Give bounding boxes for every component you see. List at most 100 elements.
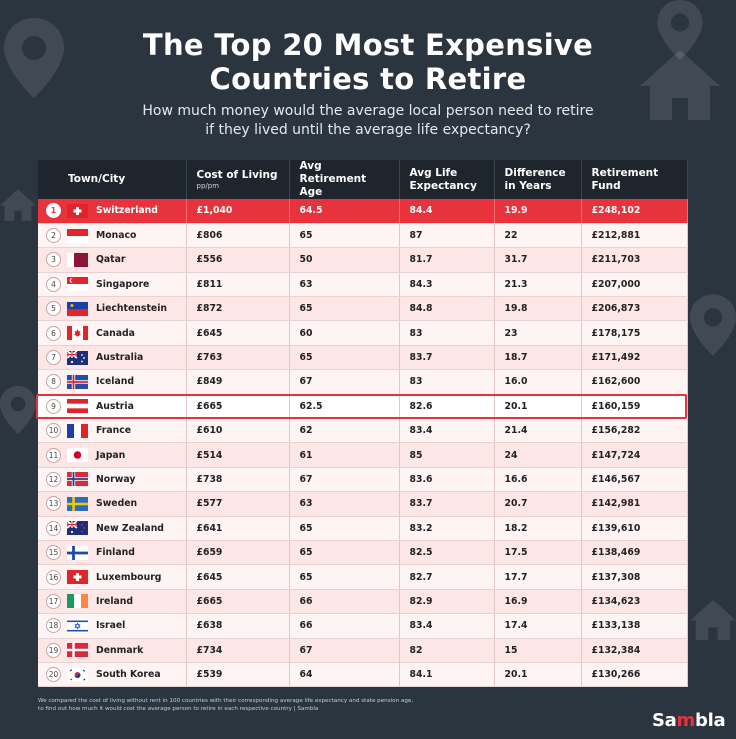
country-name: Denmark [96,644,144,656]
column-header-label: Avg Retirement Age [299,160,367,198]
retirement-age-cell: 67 [289,638,400,663]
table-row: 3 Qatar £556 50 81.7 31.7 £211,703 [38,247,688,273]
column-header: Retirement Fund [581,160,688,199]
house-icon [690,599,736,641]
life-expectancy-cell: 82 [399,638,495,663]
retirement-age-cell: 65 [289,516,400,541]
country-cell: 7 Australia [38,345,187,371]
country-name: Norway [96,473,136,485]
cost-of-living-cell: £514 [186,442,290,468]
france-flag-icon [67,423,88,438]
life-expectancy-cell: 83.2 [399,516,495,541]
table-row: 7 Australia £763 65 83.7 18.7 £171,492 [38,345,688,371]
difference-cell: 16.9 [494,589,582,615]
map-pin-icon [657,0,703,60]
retirement-fund-cell: £207,000 [581,272,688,298]
retirement-fund-cell: £139,610 [581,516,688,541]
qatar-flag-icon [67,252,88,267]
country-name: Luxembourg [96,571,162,583]
retirement-age-cell: 63 [289,272,400,298]
luxembourg-flag-icon [67,570,88,585]
column-header-label: Cost of Living [196,168,278,181]
country-name: France [96,425,132,437]
monaco-flag-icon [67,228,88,243]
table-header: Town/City Cost of Living pp/pm Avg Retireme… [38,160,688,199]
switzerland-flag-icon [67,203,88,218]
cost-of-living-cell: £641 [186,516,290,541]
life-expectancy-cell: 82.7 [399,564,495,590]
country-name: Switzerland [96,205,158,217]
retirement-age-cell: 64 [289,662,400,688]
rank-badge: 4 [46,276,61,292]
cost-of-living-cell: £811 [186,272,290,298]
life-expectancy-cell: 83.6 [399,467,495,493]
rank-badge: 10 [46,423,61,439]
page-subtitle: How much money would the average local p… [0,102,736,140]
cost-of-living-cell: £806 [186,223,290,249]
table-row: 18 Israel £638 66 83.4 17.4 £133,138 [38,613,688,639]
logo-part: m [676,710,696,731]
life-expectancy-cell: 84.8 [399,296,495,322]
retirement-fund-cell: £138,469 [581,540,688,566]
difference-cell: 20.7 [494,491,582,517]
life-expectancy-cell: 83.7 [399,345,495,371]
country-name: Japan [96,449,126,461]
country-cell: 16 Luxembourg [38,564,187,590]
retirement-fund-cell: £160,159 [581,394,688,420]
difference-cell: 19.8 [494,296,582,322]
retirement-fund-cell: £134,623 [581,589,688,615]
retirement-age-cell: 67 [289,467,400,493]
country-cell: 3 Qatar [38,247,187,273]
column-header-unit: pp/pm [196,181,220,190]
footnote-line-2: to find out how much it would cost the a… [38,706,319,712]
cost-of-living-cell: £638 [186,613,290,639]
south-korea-flag-icon [67,667,88,682]
difference-cell: 20.1 [494,662,582,688]
cost-of-living-cell: £763 [186,345,290,371]
country-name: Australia [96,352,144,364]
table-row: 12 Norway £738 67 83.6 16.6 £146,567 [38,467,688,493]
cost-of-living-cell: £556 [186,247,290,273]
subtitle-line-2: if they lived until the average life exp… [205,122,531,138]
country-name: Canada [96,327,135,339]
difference-cell: 18.2 [494,516,582,541]
cost-of-living-cell: £665 [186,394,290,420]
life-expectancy-cell: 81.7 [399,247,495,273]
country-name: Iceland [96,376,135,388]
table-row: 20 South Korea £539 64 84.1 20.1 £130,266 [38,662,688,688]
retirement-age-cell: 66 [289,613,400,639]
difference-cell: 20.1 [494,394,582,420]
difference-cell: 15 [494,638,582,663]
country-name: Qatar [96,254,126,266]
cost-of-living-cell: £659 [186,540,290,566]
table-row: 16 Luxembourg £645 65 82.7 17.7 £137,308 [38,564,688,590]
retirement-age-cell: 63 [289,491,400,517]
rank-badge: 15 [46,545,61,561]
country-cell: 6 Canada [38,320,187,346]
retirement-fund-cell: £178,175 [581,320,688,346]
cost-of-living-cell: £872 [186,296,290,322]
country-cell: 4 Singapore [38,272,187,298]
life-expectancy-cell: 84.3 [399,272,495,298]
table-row: 2 Monaco £806 65 87 22 £212,881 [38,223,688,249]
country-name: Finland [96,547,135,559]
table-row: 14 New Zealand £641 65 83.2 18.2 £139,610 [38,516,688,541]
retirement-fund-cell: £162,600 [581,369,688,395]
retirement-age-cell: 64.5 [289,199,400,224]
column-header: Avg Retirement Age [289,160,400,199]
table-row: 6 Canada £645 60 83 23 £178,175 [38,320,688,346]
rank-badge: 20 [46,667,61,683]
canada-flag-icon [67,326,88,341]
cost-of-living-cell: £645 [186,320,290,346]
cost-of-living-cell: £665 [186,589,290,615]
country-cell: 17 Ireland [38,589,187,615]
country-name: Austria [96,400,134,412]
map-pin-icon [690,294,736,356]
table-row: 5 Liechtenstein £872 65 84.8 19.8 £206,873 [38,296,688,322]
retirement-age-cell: 61 [289,442,400,468]
difference-cell: 23 [494,320,582,346]
rank-badge: 16 [46,569,61,585]
retirement-age-cell: 65 [289,296,400,322]
country-cell: 14 New Zealand [38,516,187,541]
country-name: Sweden [96,498,138,510]
